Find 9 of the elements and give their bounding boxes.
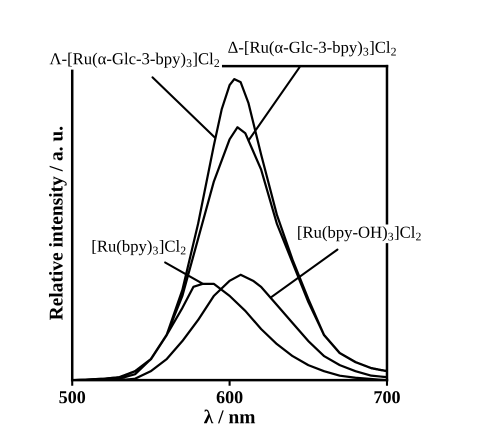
text: Δ-[Ru(α-Glc-3-bpy)$_{3}$]Cl$_{2}$: [228, 41, 396, 56]
x-tick-label: 500: [59, 391, 86, 404]
x-axis-title: λ / nm: [204, 410, 256, 424]
series-label: [Ru(bpy)$_{3}$]Cl$_{2}$: [92, 240, 186, 256]
y-axis-title: Relative intensity / a. u.: [48, 126, 67, 320]
x-tick-label: 600: [216, 391, 242, 404]
series-label: Λ-[Ru(α-Glc-3-bpy)$_{3}$]Cl$_{2}$: [50, 52, 220, 68]
text: [Ru(bpy-OH)$_{3}$]Cl$_{2}$: [298, 226, 421, 242]
x-tick-label: 700: [374, 391, 400, 404]
